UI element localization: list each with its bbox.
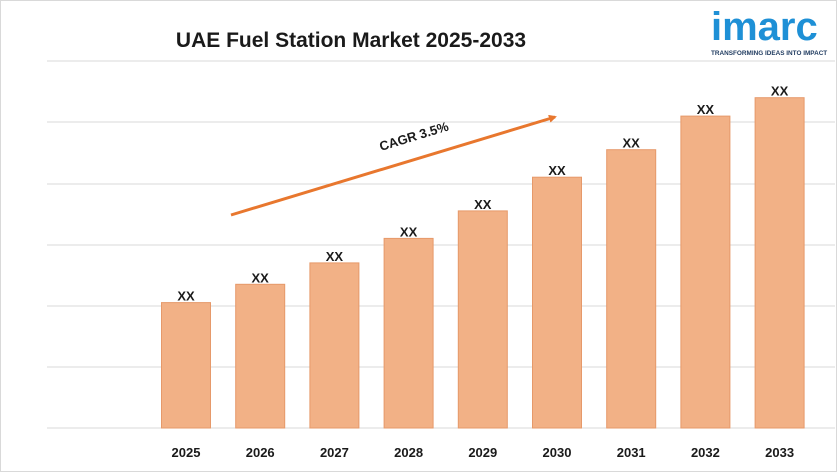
bar-2030 — [532, 176, 582, 429]
x-tick-2032: 2032 — [691, 445, 720, 460]
data-label-2028: XX — [400, 224, 418, 239]
bar-2028 — [383, 237, 434, 429]
bar-2032 — [680, 115, 731, 429]
bar-2025 — [161, 302, 211, 429]
x-tick-2029: 2029 — [468, 445, 497, 460]
data-label-2031: XX — [623, 136, 641, 151]
x-tick-2031: 2031 — [617, 445, 646, 460]
imarc-logo: imarc TRANSFORMING IDEAS INTO IMPACT — [707, 5, 827, 67]
bars — [161, 97, 805, 429]
x-tick-2026: 2026 — [246, 445, 275, 460]
logo-wordmark: imarc — [711, 5, 818, 49]
data-label-2032: XX — [697, 102, 715, 117]
cagr-label: CAGR 3.5% — [377, 118, 450, 153]
x-tick-2030: 2030 — [543, 445, 572, 460]
data-label-2030: XX — [548, 163, 566, 178]
chart-title: UAE Fuel Station Market 2025-2033 — [175, 29, 527, 52]
bar-2029 — [457, 210, 508, 429]
x-tick-2025: 2025 — [172, 445, 201, 460]
x-tick-2033: 2033 — [765, 445, 794, 460]
x-tick-2027: 2027 — [320, 445, 349, 460]
data-label-2026: XX — [252, 270, 270, 285]
data-label-2029: XX — [474, 197, 492, 212]
data-labels: XX XX XX XX XX XX XX XX XX — [177, 84, 788, 304]
bar-2026 — [235, 283, 286, 429]
cagr-arrow — [230, 114, 557, 217]
x-axis-ticks: 2025 2026 2027 2028 2029 2030 2031 2032 2033 — [172, 445, 795, 460]
bar-2031 — [606, 149, 657, 429]
x-tick-2028: 2028 — [394, 445, 423, 460]
data-label-2025: XX — [177, 289, 195, 304]
logo-tagline: TRANSFORMING IDEAS INTO IMPACT — [711, 50, 828, 57]
bar-2033 — [754, 97, 805, 429]
data-label-2033: XX — [771, 84, 789, 99]
bar-2027 — [309, 262, 360, 429]
data-label-2027: XX — [326, 249, 344, 264]
